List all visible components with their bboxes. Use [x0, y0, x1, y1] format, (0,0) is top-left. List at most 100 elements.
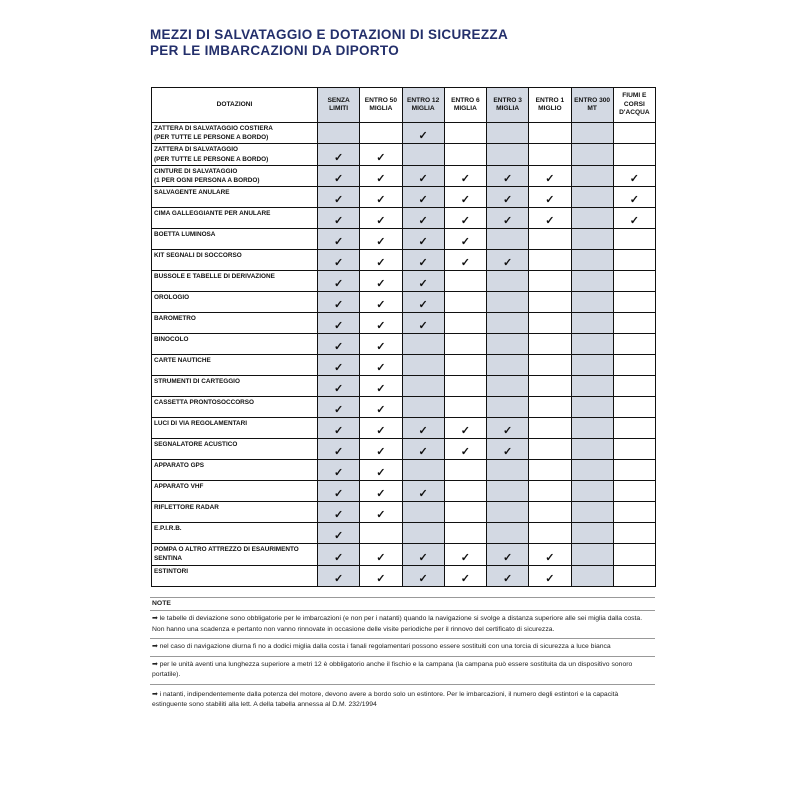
equipment-name-line: E.P.I.R.B.	[154, 525, 182, 533]
check-cell	[485, 270, 530, 293]
check-cell	[485, 501, 530, 524]
note-text: per le unità aventi una lunghezza superi…	[152, 660, 633, 679]
check-cell: ✓	[401, 121, 445, 145]
check-cell	[612, 417, 657, 440]
checkmark-icon: ✓	[418, 488, 428, 501]
check-cell	[570, 522, 614, 545]
equipment-name: KIT SEGNALI DI SOCCORSO	[151, 249, 318, 272]
checkmark-icon: ✓	[334, 551, 344, 564]
equipment-name-line: CARTE NAUTICHE	[154, 357, 211, 365]
equipment-name-line: ESTINTORI	[154, 567, 188, 575]
check-cell	[316, 121, 361, 145]
equipment-name: CARTE NAUTICHE	[151, 354, 318, 377]
equipment-name-line: CINTURE DI SALVATAGGIO	[154, 167, 238, 175]
notes-section: NOTE ➡ le tabelle di deviazione sono obb…	[150, 596, 655, 714]
checkmark-icon: ✓	[418, 173, 428, 186]
check-cell	[401, 501, 445, 524]
check-cell: ✓	[316, 480, 361, 503]
header-dotazioni: DOTAZIONI	[151, 87, 318, 123]
table-row: SEGNALATORE ACUSTICO ✓ ✓ ✓ ✓ ✓	[151, 438, 657, 461]
table-row: OROLOGIO ✓ ✓ ✓	[151, 291, 657, 314]
checkmark-icon: ✓	[334, 299, 344, 312]
notes-list: ➡ le tabelle di deviazione sono obbligat…	[150, 611, 655, 714]
check-cell: ✓	[401, 438, 445, 461]
check-cell	[485, 375, 530, 398]
check-cell	[485, 228, 530, 251]
checkmark-icon: ✓	[334, 215, 344, 228]
check-cell	[612, 501, 657, 524]
check-cell: ✓	[612, 186, 657, 209]
check-cell: ✓	[401, 249, 445, 272]
check-cell: ✓	[316, 291, 361, 314]
table-row: CASSETTA PRONTOSOCCORSO ✓ ✓	[151, 396, 657, 419]
check-cell	[401, 375, 445, 398]
table-row: STRUMENTI DI CARTEGGIO ✓ ✓	[151, 375, 657, 398]
check-cell	[443, 480, 488, 503]
check-cell	[528, 354, 572, 377]
check-cell: ✓	[359, 459, 403, 482]
equipment-name: BAROMETRO	[151, 312, 318, 335]
checkmark-icon: ✓	[334, 151, 344, 164]
check-cell	[570, 333, 614, 356]
equipment-name-line: SALVAGENTE ANULARE	[154, 189, 230, 197]
table-row: SALVAGENTE ANULARE ✓ ✓ ✓ ✓ ✓ ✓ ✓	[151, 186, 657, 209]
table-row: BINOCOLO ✓ ✓	[151, 333, 657, 356]
checkmark-icon: ✓	[376, 299, 386, 312]
checkmark-icon: ✓	[334, 194, 344, 207]
equipment-name: BINOCOLO	[151, 333, 318, 356]
equipment-name-line: BAROMETRO	[154, 315, 196, 323]
check-cell: ✓	[316, 143, 361, 166]
check-cell: ✓	[316, 396, 361, 419]
check-cell: ✓	[359, 480, 403, 503]
checkmark-icon: ✓	[334, 446, 344, 459]
checkmark-icon: ✓	[376, 173, 386, 186]
check-cell: ✓	[485, 564, 530, 587]
equipment-name: CIMA GALLEGGIANTE PER ANULARE	[151, 207, 318, 230]
check-cell	[528, 333, 572, 356]
checkmark-icon: ✓	[460, 236, 470, 249]
check-cell: ✓	[359, 438, 403, 461]
check-cell: ✓	[528, 164, 572, 188]
table-row: APPARATO VHF ✓ ✓ ✓	[151, 480, 657, 503]
check-cell	[570, 143, 614, 166]
header-label-line: LIMITI	[329, 105, 349, 112]
equipment-name: RIFLETTORE RADAR	[151, 501, 318, 524]
header-label-line: MIGLIO	[538, 105, 562, 112]
equipment-name: APPARATO GPS	[151, 459, 318, 482]
check-cell	[570, 564, 614, 587]
check-cell: ✓	[443, 164, 488, 188]
check-cell: ✓	[528, 564, 572, 587]
equipment-name: E.P.I.R.B.	[151, 522, 318, 545]
equipment-name: APPARATO VHF	[151, 480, 318, 503]
check-cell: ✓	[443, 186, 488, 209]
note-text: i natanti, indipendentemente dalla poten…	[152, 690, 619, 709]
checkmark-icon: ✓	[376, 404, 386, 417]
header-column: SENZA LIMITI	[316, 87, 361, 123]
page: MEZZI DI SALVATAGGIO E DOTAZIONI DI SICU…	[150, 27, 657, 714]
checkmark-icon: ✓	[376, 215, 386, 228]
table-row: BAROMETRO ✓ ✓ ✓	[151, 312, 657, 335]
table-row: BUSSOLE E TABELLE DI DERIVAZIONE ✓ ✓ ✓	[151, 270, 657, 293]
header-label-line: MIGLIA	[496, 105, 520, 112]
equipment-name-line: (1 PER OGNI PERSONA A BORDO)	[154, 177, 260, 185]
checkmark-icon: ✓	[460, 215, 470, 228]
check-cell	[443, 354, 488, 377]
header-column: ENTRO 300 MT	[570, 87, 614, 123]
checkmark-icon: ✓	[629, 215, 639, 228]
check-cell: ✓	[485, 417, 530, 440]
check-cell: ✓	[443, 228, 488, 251]
check-cell: ✓	[359, 312, 403, 335]
check-cell: ✓	[401, 270, 445, 293]
check-cell: ✓	[359, 543, 403, 566]
check-cell: ✓	[359, 270, 403, 293]
check-cell	[612, 459, 657, 482]
check-cell: ✓	[359, 564, 403, 587]
check-cell	[443, 143, 488, 166]
checkmark-icon: ✓	[376, 446, 386, 459]
equipment-name: CASSETTA PRONTOSOCCORSO	[151, 396, 318, 419]
equipment-name: LUCI DI VIA REGOLAMENTARI	[151, 417, 318, 440]
checkmark-icon: ✓	[376, 341, 386, 354]
header-label-line: ENTRO 1	[535, 96, 565, 104]
check-cell	[528, 121, 572, 145]
check-cell: ✓	[316, 522, 361, 545]
